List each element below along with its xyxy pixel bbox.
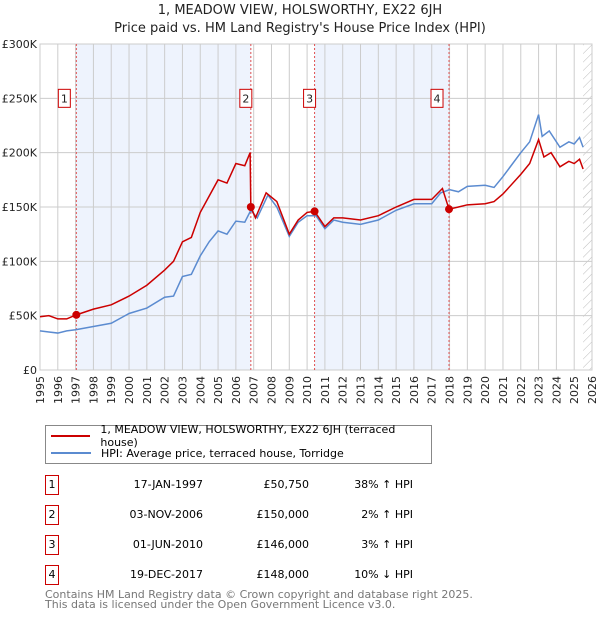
x-tick-label: 2010 <box>301 376 314 404</box>
sale-date: 03-NOV-2006 <box>129 508 203 521</box>
sale-number: 4 <box>45 565 59 585</box>
sale-label-box <box>430 88 444 108</box>
y-tick-label: £250K <box>2 92 38 105</box>
sale-row: 2 03-NOV-2006 £150,000 2% ↑ HPI <box>45 505 413 525</box>
sale-hpi-diff: 10% ↓ HPI <box>354 568 413 581</box>
x-tick-label: 2018 <box>444 376 457 404</box>
x-tick-label: 2012 <box>337 376 350 404</box>
footer-line: This data is licensed under the Open Gov… <box>45 598 396 611</box>
x-tick-label: 2022 <box>515 376 528 404</box>
x-tick-label: 2009 <box>283 376 296 404</box>
x-tick-label: 2021 <box>497 376 510 404</box>
sale-label: 2 <box>242 92 249 105</box>
sale-row: 3 01-JUN-2010 £146,000 3% ↑ HPI <box>45 535 413 555</box>
hpi-line <box>39 114 584 334</box>
legend: 1, MEADOW VIEW, HOLSWORTHY, EX22 6JH (te… <box>45 423 432 464</box>
sale-price: £146,000 <box>256 538 310 551</box>
x-tick-label: 2016 <box>408 376 421 404</box>
y-tick-label: £50K <box>9 310 38 323</box>
y-tick-label: £200K <box>2 147 38 160</box>
x-tick-label: 1995 <box>34 376 47 404</box>
sale-hpi-diff: 38% ↑ HPI <box>354 478 413 491</box>
legend-label: HPI: Average price, terraced house, Torr… <box>101 446 344 460</box>
x-tick-label: 2004 <box>194 376 207 404</box>
x-tick-label: 2014 <box>372 376 385 404</box>
x-tick-label: 2015 <box>390 376 403 404</box>
sale-label-box <box>57 88 71 108</box>
x-tick-label: 1998 <box>87 376 100 404</box>
legend-item-property: 1, MEADOW VIEW, HOLSWORTHY, EX22 6JH (te… <box>51 423 431 449</box>
sale-label-box <box>239 88 253 108</box>
x-tick-label: 2020 <box>479 376 492 404</box>
sale-number: 1 <box>45 475 59 495</box>
sale-price: £50,750 <box>263 478 310 491</box>
sale-label: 4 <box>434 92 441 105</box>
x-tick-label: 2005 <box>212 376 225 404</box>
price-paid-line <box>39 137 584 320</box>
x-tick-label: 2023 <box>533 376 546 404</box>
sale-label-box <box>303 88 317 108</box>
price-chart: 1995 1996 1997 1998 1999 2000 2001 2002 2003 2004… <box>2 38 599 404</box>
chart-subtitle: Price paid vs. HM Land Registry's House … <box>114 21 486 36</box>
sale-date: 01-JUN-2010 <box>132 538 203 551</box>
legend-swatch <box>51 452 91 454</box>
y-tick-label: £150K <box>2 201 38 214</box>
x-tick-label: 2019 <box>461 376 474 404</box>
sale-point <box>310 207 319 216</box>
x-tick-label: 2007 <box>248 376 261 404</box>
sale-price: £150,000 <box>256 508 310 521</box>
legend-label: 1, MEADOW VIEW, HOLSWORTHY, EX22 6JH (te… <box>100 423 396 449</box>
x-tick-label: 2001 <box>141 376 154 404</box>
legend-item-hpi: HPI: Average price, terraced house, Torr… <box>51 445 344 461</box>
sale-point <box>72 310 81 319</box>
sale-row: 4 19-DEC-2017 £148,000 10% ↓ HPI <box>45 565 413 585</box>
sale-number: 2 <box>45 505 59 525</box>
y-tick-label: £300K <box>2 38 38 51</box>
x-tick-label: 1999 <box>105 376 118 404</box>
footer-line: Contains HM Land Registry data © Crown c… <box>45 588 473 601</box>
footer: Contains HM Land Registry data © Crown c… <box>45 588 473 611</box>
sale-number: 3 <box>45 535 59 555</box>
sale-hpi-diff: 2% ↑ HPI <box>361 508 413 521</box>
plot-frame <box>39 43 593 371</box>
x-tick-label: 2003 <box>176 376 189 404</box>
sale-label: 3 <box>306 92 313 105</box>
legend-swatch <box>51 435 91 437</box>
y-tick-label: £100K <box>2 255 38 268</box>
x-tick-label: 1996 <box>52 376 65 404</box>
sale-point <box>445 205 454 214</box>
x-tick-label: 2011 <box>319 376 332 404</box>
x-tick-label: 2017 <box>426 376 439 404</box>
sale-row: 1 17-JAN-1997 £50,750 38% ↑ HPI <box>45 475 413 495</box>
x-tick-label: 1997 <box>70 376 83 404</box>
sale-date: 17-JAN-1997 <box>133 478 203 491</box>
x-tick-label: 2024 <box>550 376 563 404</box>
sale-date: 19-DEC-2017 <box>129 568 203 581</box>
x-tick-label: 2008 <box>265 376 278 404</box>
x-tick-label: 2000 <box>123 376 136 404</box>
sale-label: 1 <box>61 92 68 105</box>
sale-price: £148,000 <box>256 568 310 581</box>
x-tick-label: 2025 <box>568 376 581 404</box>
chart-title: 1, MEADOW VIEW, HOLSWORTHY, EX22 6JH <box>157 3 443 18</box>
sale-point <box>246 203 255 211</box>
x-tick-label: 2026 <box>586 376 599 404</box>
x-tick-label: 2002 <box>159 376 172 404</box>
y-tick-label: £0 <box>23 364 37 377</box>
x-tick-label: 2006 <box>230 376 243 404</box>
sale-hpi-diff: 3% ↑ HPI <box>361 538 413 551</box>
x-tick-label: 2013 <box>355 376 368 404</box>
